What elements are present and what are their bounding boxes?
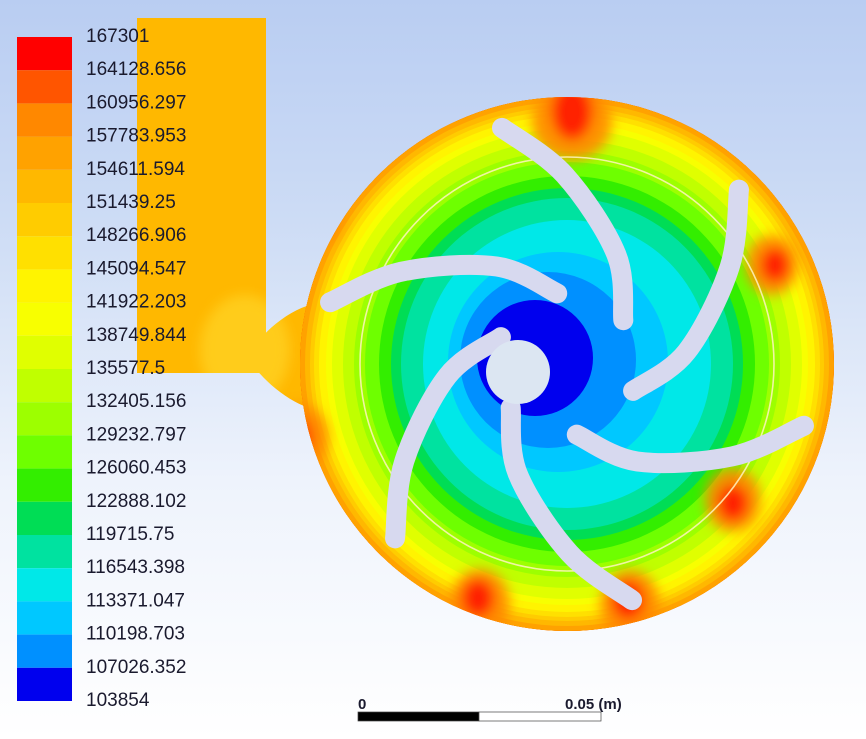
- svg-text:164128.656: 164128.656: [86, 59, 186, 80]
- svg-text:157783.953: 157783.953: [86, 126, 186, 147]
- svg-text:148266.906: 148266.906: [86, 225, 186, 246]
- svg-text:113371.047: 113371.047: [86, 590, 185, 611]
- svg-text:135577.5: 135577.5: [86, 358, 165, 379]
- svg-text:132405.156: 132405.156: [86, 391, 186, 412]
- svg-text:107026.352: 107026.352: [86, 657, 186, 678]
- svg-text:129232.797: 129232.797: [86, 424, 186, 445]
- svg-text:110198.703: 110198.703: [86, 624, 185, 645]
- svg-text:122888.102: 122888.102: [86, 491, 186, 512]
- svg-text:116543.398: 116543.398: [86, 557, 185, 578]
- svg-text:154611.594: 154611.594: [86, 159, 185, 180]
- svg-text:151439.25: 151439.25: [86, 192, 176, 213]
- svg-text:141922.203: 141922.203: [86, 292, 186, 313]
- svg-text:103854: 103854: [86, 690, 150, 711]
- svg-text:0: 0: [358, 696, 366, 713]
- svg-text:145094.547: 145094.547: [86, 258, 186, 279]
- svg-text:126060.453: 126060.453: [86, 458, 186, 479]
- svg-text:0.05 (m): 0.05 (m): [565, 696, 622, 713]
- svg-text:119715.75: 119715.75: [86, 524, 174, 545]
- svg-text:160956.297: 160956.297: [86, 92, 186, 113]
- svg-text:167301: 167301: [86, 26, 149, 47]
- svg-text:138749.844: 138749.844: [86, 325, 187, 346]
